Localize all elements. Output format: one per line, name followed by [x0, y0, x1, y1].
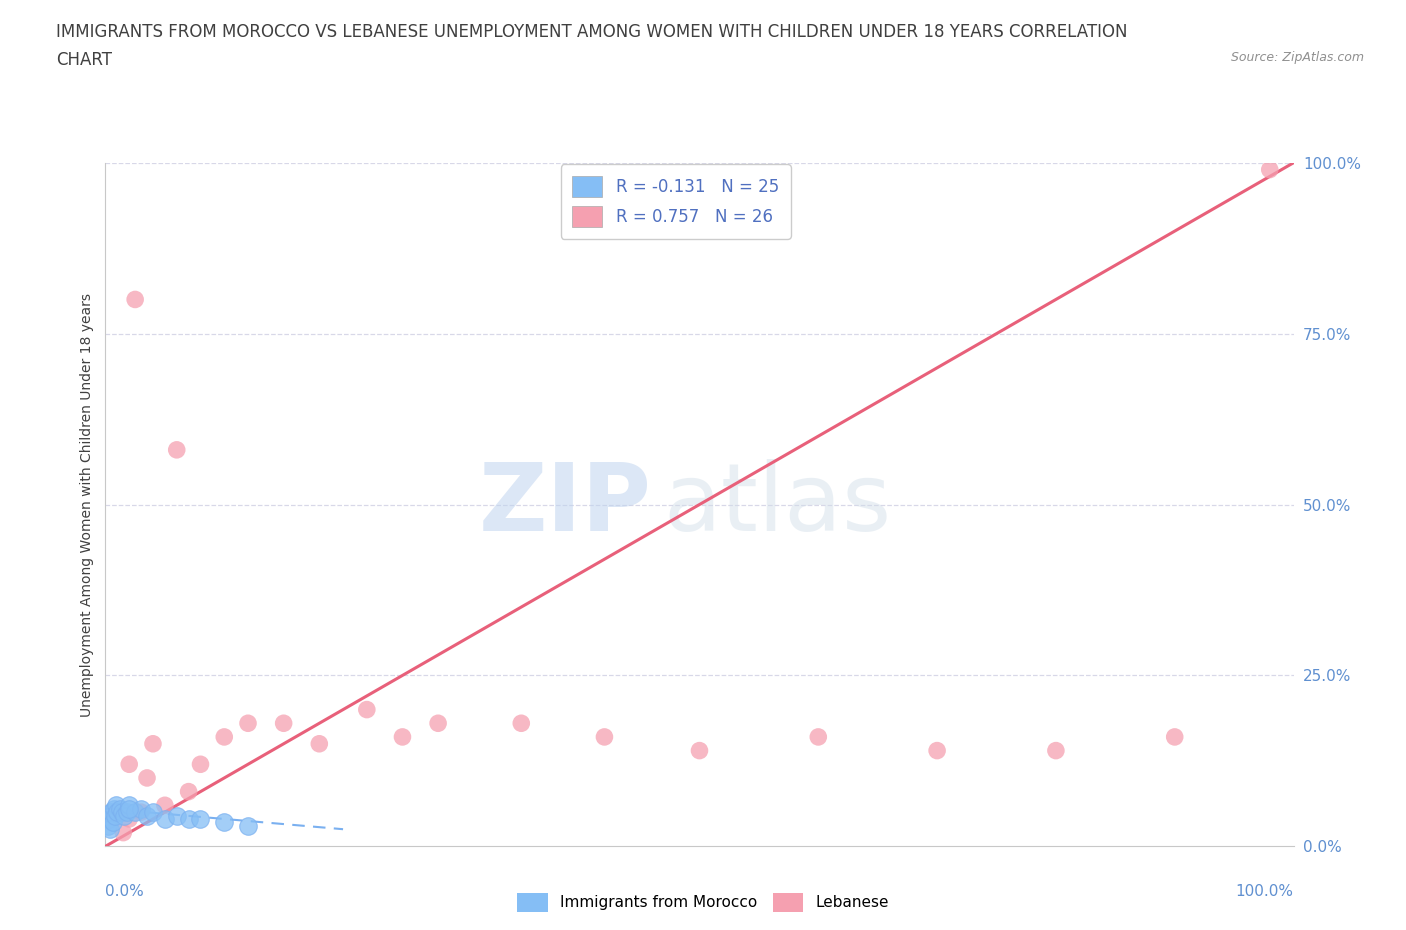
Point — [273, 716, 295, 731]
Point — [105, 798, 128, 813]
Point — [190, 812, 212, 827]
Point — [214, 729, 236, 744]
Point — [111, 804, 134, 819]
Point — [1045, 743, 1067, 758]
Point — [689, 743, 711, 758]
Legend: R = -0.131   N = 25, R = 0.757   N = 26: R = -0.131 N = 25, R = 0.757 N = 26 — [561, 165, 790, 239]
Point — [236, 716, 259, 731]
Point — [236, 818, 259, 833]
Point — [510, 716, 533, 731]
Point — [1164, 729, 1187, 744]
Point — [142, 804, 165, 819]
Text: Source: ZipAtlas.com: Source: ZipAtlas.com — [1230, 51, 1364, 64]
Point — [391, 729, 413, 744]
Point — [142, 737, 165, 751]
Point — [129, 804, 152, 819]
Point — [97, 818, 120, 833]
Point — [153, 812, 176, 827]
Point — [593, 729, 616, 744]
Point — [100, 804, 122, 819]
Point — [177, 812, 200, 827]
Point — [124, 292, 146, 307]
Point — [356, 702, 378, 717]
Text: ZIP: ZIP — [479, 458, 652, 551]
Point — [118, 802, 141, 817]
Text: IMMIGRANTS FROM MOROCCO VS LEBANESE UNEMPLOYMENT AMONG WOMEN WITH CHILDREN UNDER: IMMIGRANTS FROM MOROCCO VS LEBANESE UNEM… — [56, 23, 1128, 41]
Point — [308, 737, 330, 751]
Point — [112, 825, 135, 840]
Y-axis label: Unemployment Among Women with Children Under 18 years: Unemployment Among Women with Children U… — [80, 293, 94, 716]
Point — [101, 815, 124, 830]
Point — [98, 812, 121, 827]
Point — [105, 804, 128, 819]
Text: CHART: CHART — [56, 51, 112, 69]
Point — [807, 729, 830, 744]
Point — [427, 716, 450, 731]
Point — [190, 757, 212, 772]
Point — [136, 770, 159, 785]
Point — [114, 808, 136, 823]
Point — [214, 815, 236, 830]
Point — [103, 802, 125, 817]
Point — [1258, 162, 1281, 177]
Point — [118, 757, 141, 772]
Text: 0.0%: 0.0% — [105, 884, 145, 899]
Text: 100.0%: 100.0% — [1236, 884, 1294, 899]
Point — [108, 802, 131, 817]
Legend: Immigrants from Morocco, Lebanese: Immigrants from Morocco, Lebanese — [512, 887, 894, 918]
Point — [166, 443, 188, 458]
Point — [925, 743, 948, 758]
Text: atlas: atlas — [664, 458, 891, 551]
Point — [153, 798, 176, 813]
Point — [104, 808, 127, 823]
Point — [177, 784, 200, 799]
Point — [118, 798, 141, 813]
Point — [118, 812, 141, 827]
Point — [98, 822, 121, 837]
Point — [124, 804, 146, 819]
Point — [115, 804, 138, 819]
Point — [129, 802, 152, 817]
Point — [166, 808, 188, 823]
Point — [136, 808, 159, 823]
